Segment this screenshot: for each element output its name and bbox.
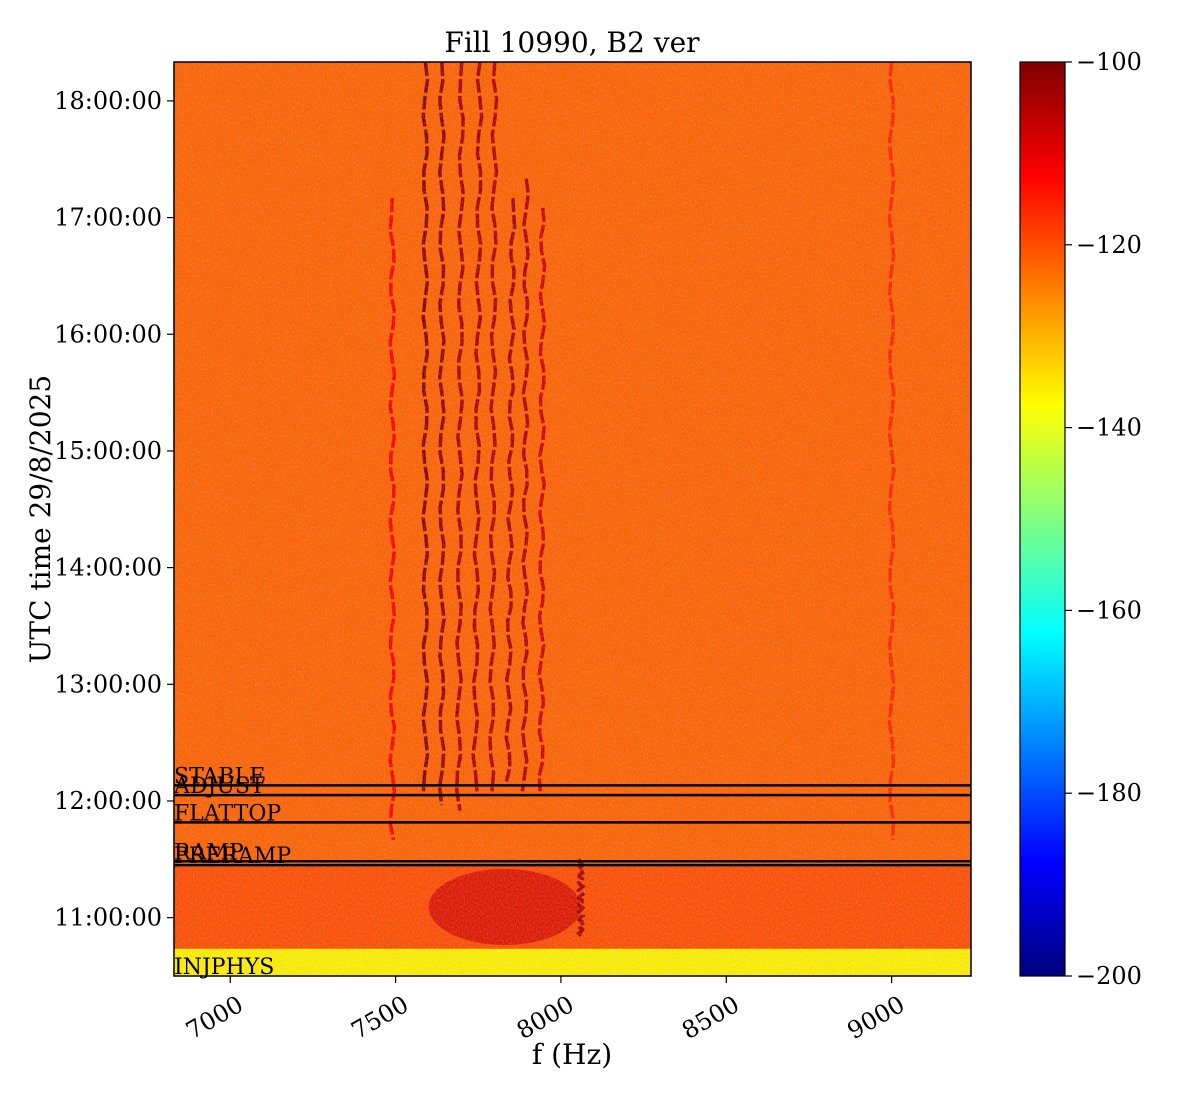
y-tick-label: 18:00:00 [54, 87, 162, 115]
x-tick-label: 8500 [677, 990, 744, 1045]
y-tick-label: 11:00:00 [54, 904, 162, 932]
x-axis-label: f (Hz) [532, 1038, 612, 1071]
y-tick-label: 15:00:00 [54, 437, 162, 465]
y-tick-label: 14:00:00 [54, 554, 162, 582]
chart-title: Fill 10990, B2 ver [444, 26, 700, 59]
colorbar-tick-label: −120 [1076, 231, 1142, 259]
phase-label: STABLE [174, 764, 265, 789]
colorbar-tick-label: −140 [1076, 414, 1142, 442]
noise-texture [174, 62, 971, 976]
phase-label: ADJUST [173, 774, 265, 799]
colorbar-tick-label: −160 [1076, 596, 1142, 624]
x-tick-label: 9000 [843, 990, 910, 1045]
phase-label: INJPHYS [174, 955, 274, 980]
heatmap-plot [174, 62, 971, 976]
colorbar-tick-label: −100 [1076, 48, 1142, 76]
phase-label: PRERAMP [174, 844, 291, 869]
y-axis-label: UTC time 29/8/2025 [24, 375, 57, 663]
x-tick-label: 7000 [181, 990, 248, 1045]
colorbar-tick-label: −200 [1076, 962, 1142, 990]
phase-label: FLATTOP [174, 801, 281, 826]
y-tick-label: 16:00:00 [54, 320, 162, 348]
plot-frame [173, 61, 972, 977]
colorbar-tick-label: −180 [1076, 779, 1142, 807]
colorbar [1019, 61, 1066, 977]
y-tick-label: 17:00:00 [54, 204, 162, 232]
y-tick-label: 13:00:00 [54, 670, 162, 698]
phase-label: RAMP [174, 840, 244, 865]
x-tick-label: 7500 [346, 990, 413, 1045]
x-tick-label: 8000 [512, 990, 579, 1045]
y-tick-label: 12:00:00 [54, 787, 162, 815]
